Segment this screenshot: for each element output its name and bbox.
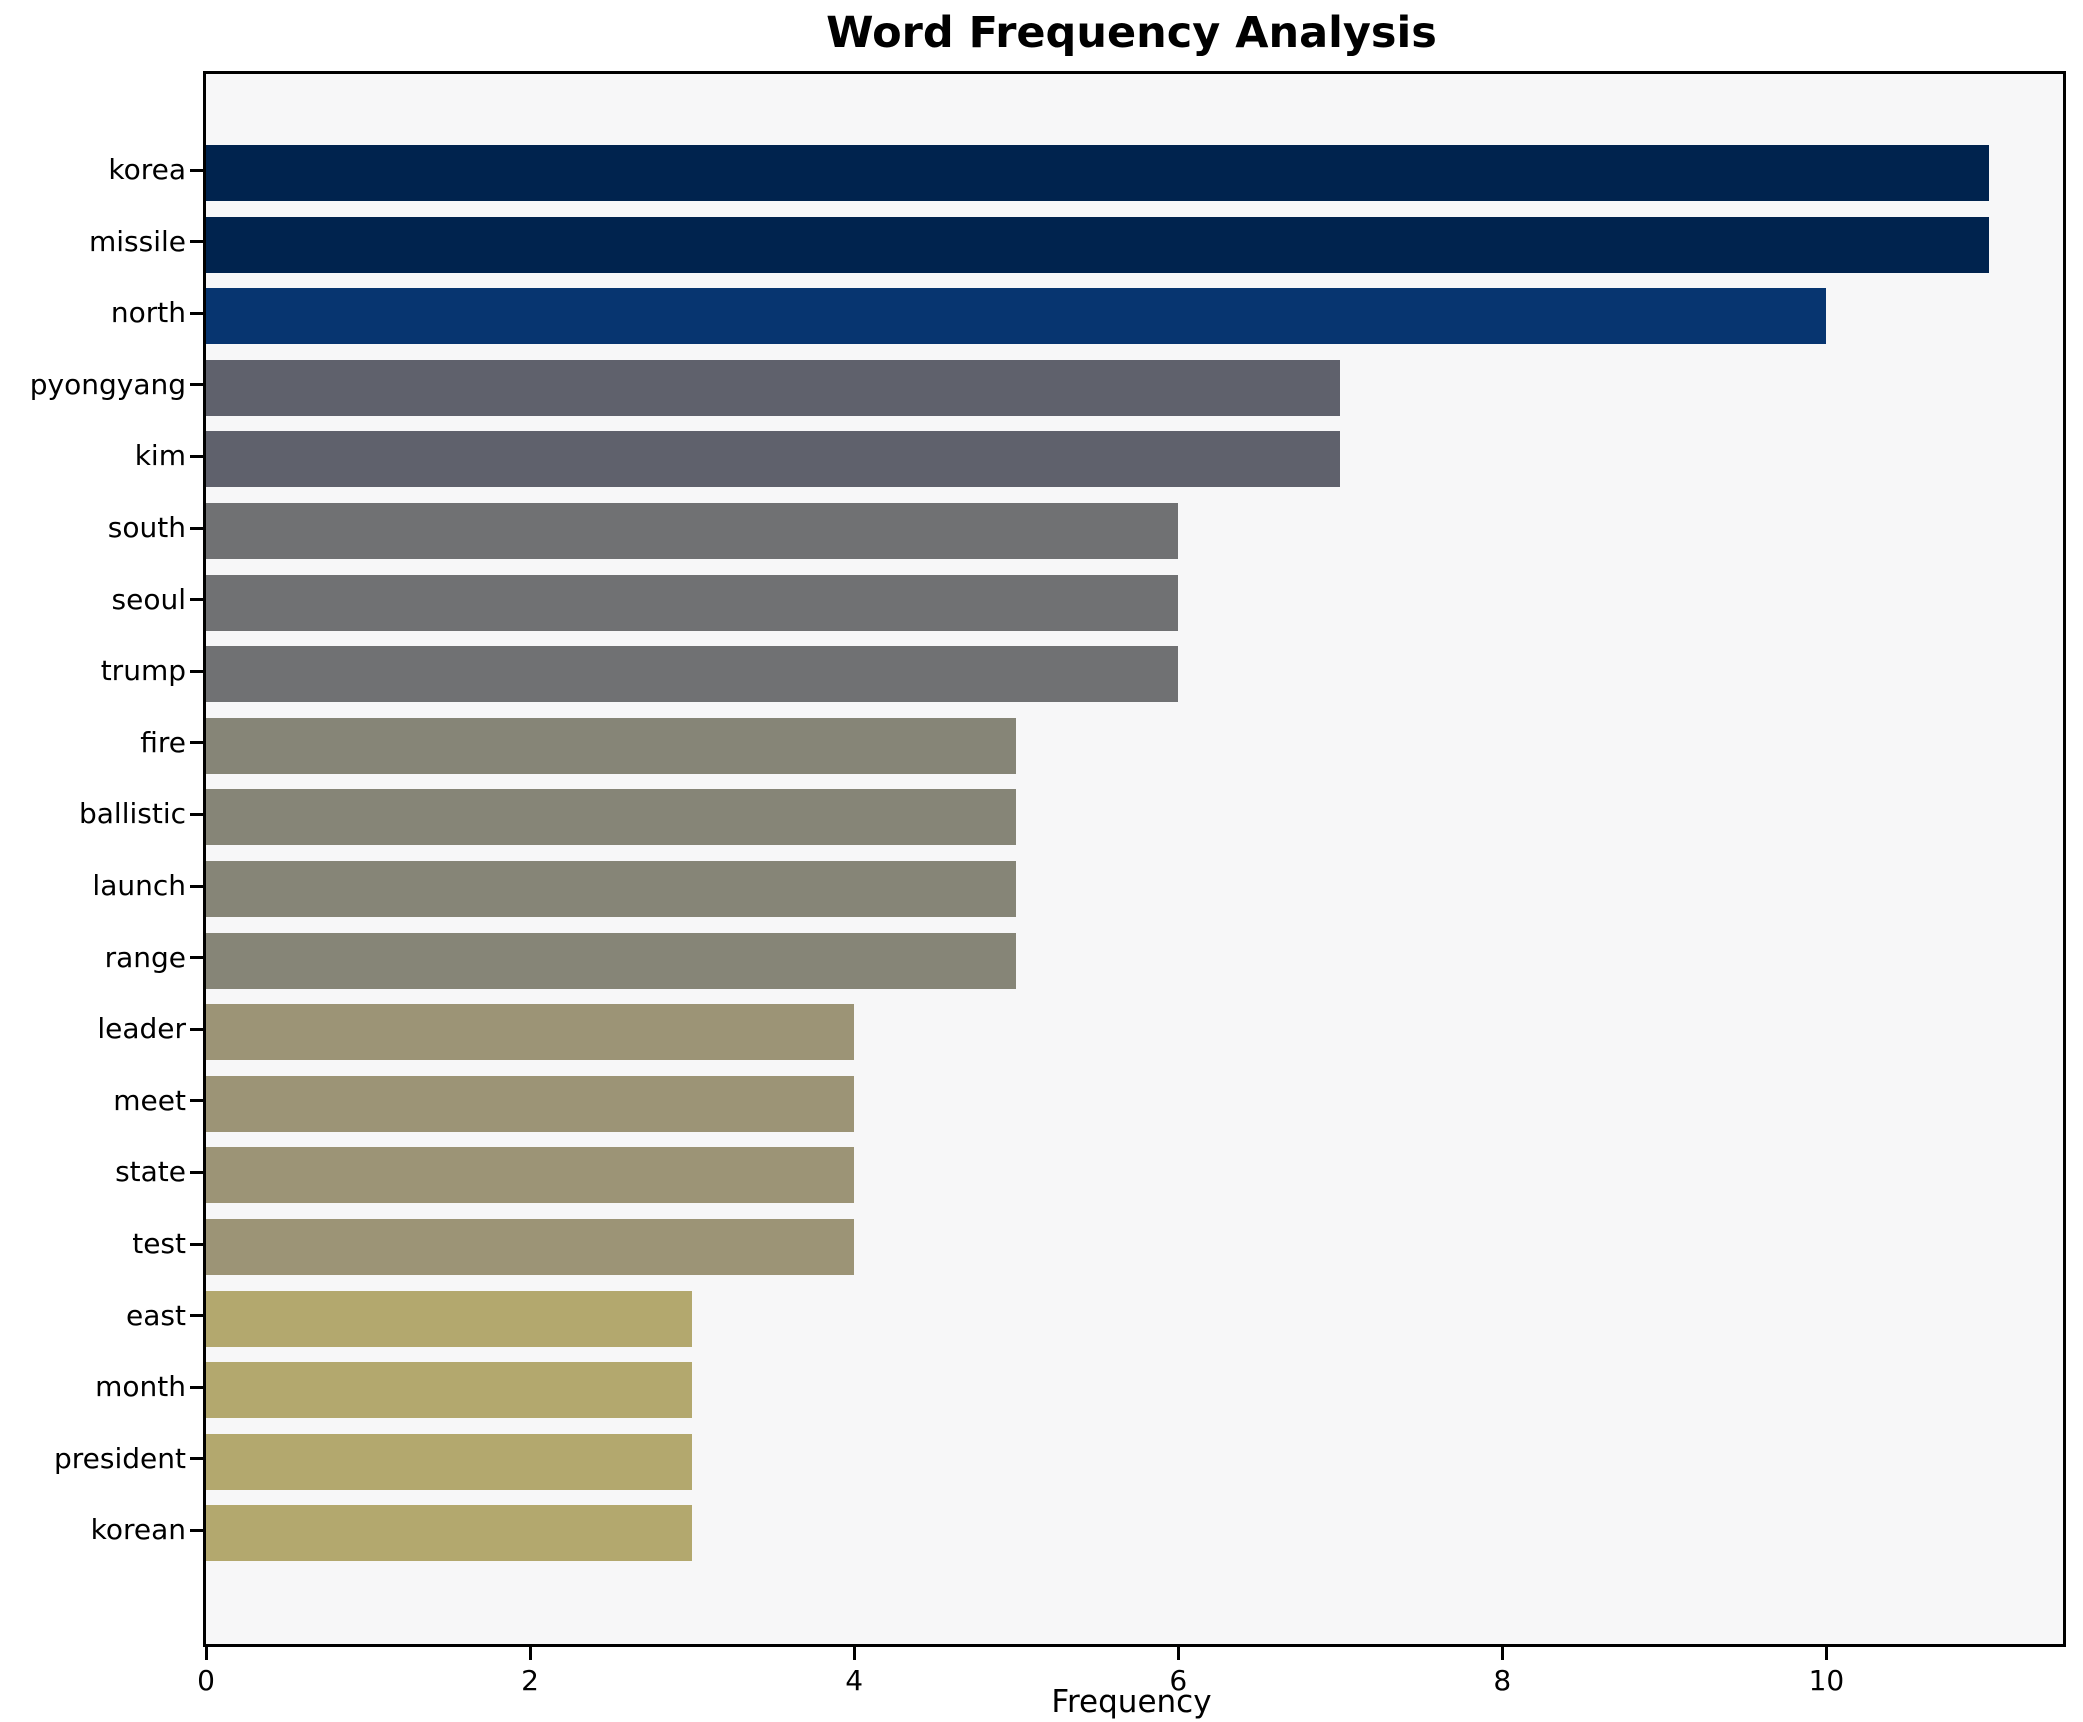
y-tick-mark <box>190 1099 203 1103</box>
bar-month <box>206 1362 693 1419</box>
y-tick-mark <box>190 311 203 315</box>
y-tick-label-pyongyang: pyongyang <box>29 367 186 401</box>
x-tick-label-0: 0 <box>197 1664 215 1697</box>
bar-state <box>206 1147 855 1204</box>
bar-launch <box>206 861 1017 917</box>
y-tick-label-north: north <box>110 296 186 330</box>
y-tick-mark <box>190 1242 203 1246</box>
y-tick-label-fire: fire <box>140 725 186 759</box>
y-tick-label-missile: missile <box>88 224 186 258</box>
x-tick-label-4: 4 <box>845 1664 864 1697</box>
y-tick-mark <box>190 1170 203 1174</box>
y-tick-mark <box>190 1457 203 1461</box>
y-tick-label-state: state <box>115 1155 186 1189</box>
y-tick-mark <box>190 526 203 530</box>
y-tick-mark <box>190 1314 203 1318</box>
y-tick-mark <box>190 383 203 387</box>
y-tick-mark <box>190 168 203 172</box>
y-tick-mark <box>190 240 203 244</box>
y-tick-mark <box>190 454 203 458</box>
y-tick-mark <box>190 812 203 816</box>
y-tick-label-kim: kim <box>134 439 186 473</box>
y-tick-label-month: month <box>95 1370 186 1404</box>
bar-south <box>206 503 1179 559</box>
x-tick-mark <box>204 1647 208 1660</box>
y-tick-label-president: president <box>54 1441 186 1475</box>
bar-korea <box>206 145 1989 201</box>
y-tick-label-south: south <box>107 511 186 544</box>
y-tick-label-meet: meet <box>113 1083 186 1117</box>
x-tick-mark <box>1824 1647 1828 1660</box>
y-tick-mark <box>190 1027 203 1031</box>
y-tick-label-seoul: seoul <box>111 582 186 616</box>
bar-range <box>206 932 1017 989</box>
x-tick-mark <box>852 1647 856 1660</box>
y-tick-mark <box>190 884 203 888</box>
chart-title: Word Frequency Analysis <box>826 8 1437 58</box>
x-tick-label-2: 2 <box>521 1664 539 1697</box>
y-tick-mark <box>190 1528 203 1532</box>
y-tick-label-east: east <box>126 1298 186 1332</box>
x-tick-mark <box>1176 1647 1180 1660</box>
bar-president <box>206 1433 693 1490</box>
y-tick-mark <box>190 741 203 745</box>
x-tick-label-10: 10 <box>1808 1664 1845 1697</box>
y-tick-label-trump: trump <box>100 654 186 688</box>
y-tick-mark <box>190 1385 203 1389</box>
bar-pyongyang <box>206 359 1341 416</box>
bar-north <box>206 288 1827 345</box>
bar-seoul <box>206 574 1179 631</box>
x-axis-title: Frequency <box>1051 1684 1212 1720</box>
x-tick-label-6: 6 <box>1169 1664 1188 1697</box>
bar-leader <box>206 1004 855 1061</box>
plot-area <box>203 71 2066 1647</box>
bar-test <box>206 1219 855 1275</box>
bar-kim <box>206 431 1341 488</box>
y-tick-label-range: range <box>104 940 186 974</box>
bar-meet <box>206 1075 855 1132</box>
bar-trump <box>206 646 1179 703</box>
y-tick-mark <box>190 956 203 960</box>
y-tick-label-leader: leader <box>97 1012 186 1046</box>
bar-korean <box>206 1505 693 1562</box>
y-tick-label-korean: korean <box>90 1513 186 1547</box>
y-tick-mark <box>190 598 203 602</box>
x-tick-mark <box>1500 1647 1504 1660</box>
bar-missile <box>206 216 1989 273</box>
y-tick-mark <box>190 669 203 673</box>
bar-east <box>206 1290 693 1347</box>
x-tick-mark <box>528 1647 532 1660</box>
bar-ballistic <box>206 789 1017 846</box>
y-tick-label-test: test <box>132 1227 186 1260</box>
x-tick-label-8: 8 <box>1493 1664 1512 1697</box>
y-tick-label-launch: launch <box>92 869 186 902</box>
bar-fire <box>206 717 1017 774</box>
y-tick-label-korea: korea <box>108 153 186 186</box>
y-tick-label-ballistic: ballistic <box>78 797 186 831</box>
